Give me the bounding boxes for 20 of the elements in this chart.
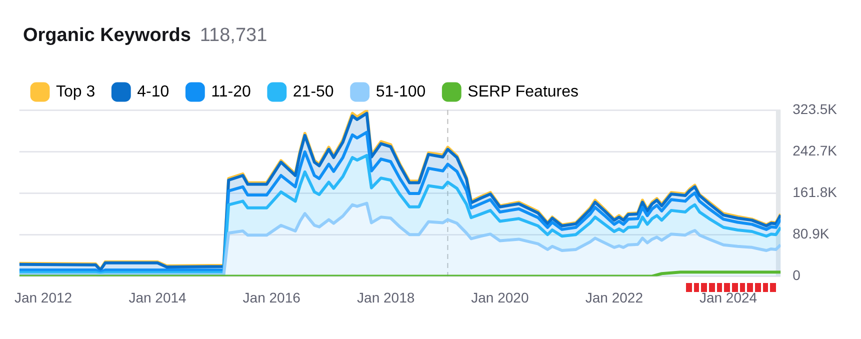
y-tick-label: 161.8K <box>792 184 838 200</box>
legend-label: 4-10 <box>137 83 170 100</box>
x-tick-label: Jan 2014 <box>128 289 187 306</box>
legend-label: 51-100 <box>376 83 426 100</box>
x-tick-label: Jan 2022 <box>585 289 644 306</box>
x-tick-label: Jan 2024 <box>699 289 758 306</box>
legend-label: SERP Features <box>468 83 579 100</box>
x-tick-label: Jan 2020 <box>471 289 529 306</box>
y-tick-label: 323.5K <box>792 100 838 117</box>
x-tick-label: Jan 2018 <box>357 289 415 306</box>
legend-label: Top 3 <box>56 83 96 100</box>
y-tick-label: 242.7K <box>792 142 838 158</box>
y-tick-label: 0 <box>792 267 801 284</box>
chart-title: Organic Keywords <box>23 25 191 46</box>
x-tick-label: Jan 2016 <box>242 289 301 306</box>
y-tick-label: 80.9K <box>792 225 830 242</box>
legend-label: 11-20 <box>211 83 251 100</box>
chart-subtitle: 118,731 <box>200 25 268 46</box>
x-tick-label: Jan 2012 <box>14 289 72 306</box>
legend-label: 21-50 <box>292 83 334 100</box>
